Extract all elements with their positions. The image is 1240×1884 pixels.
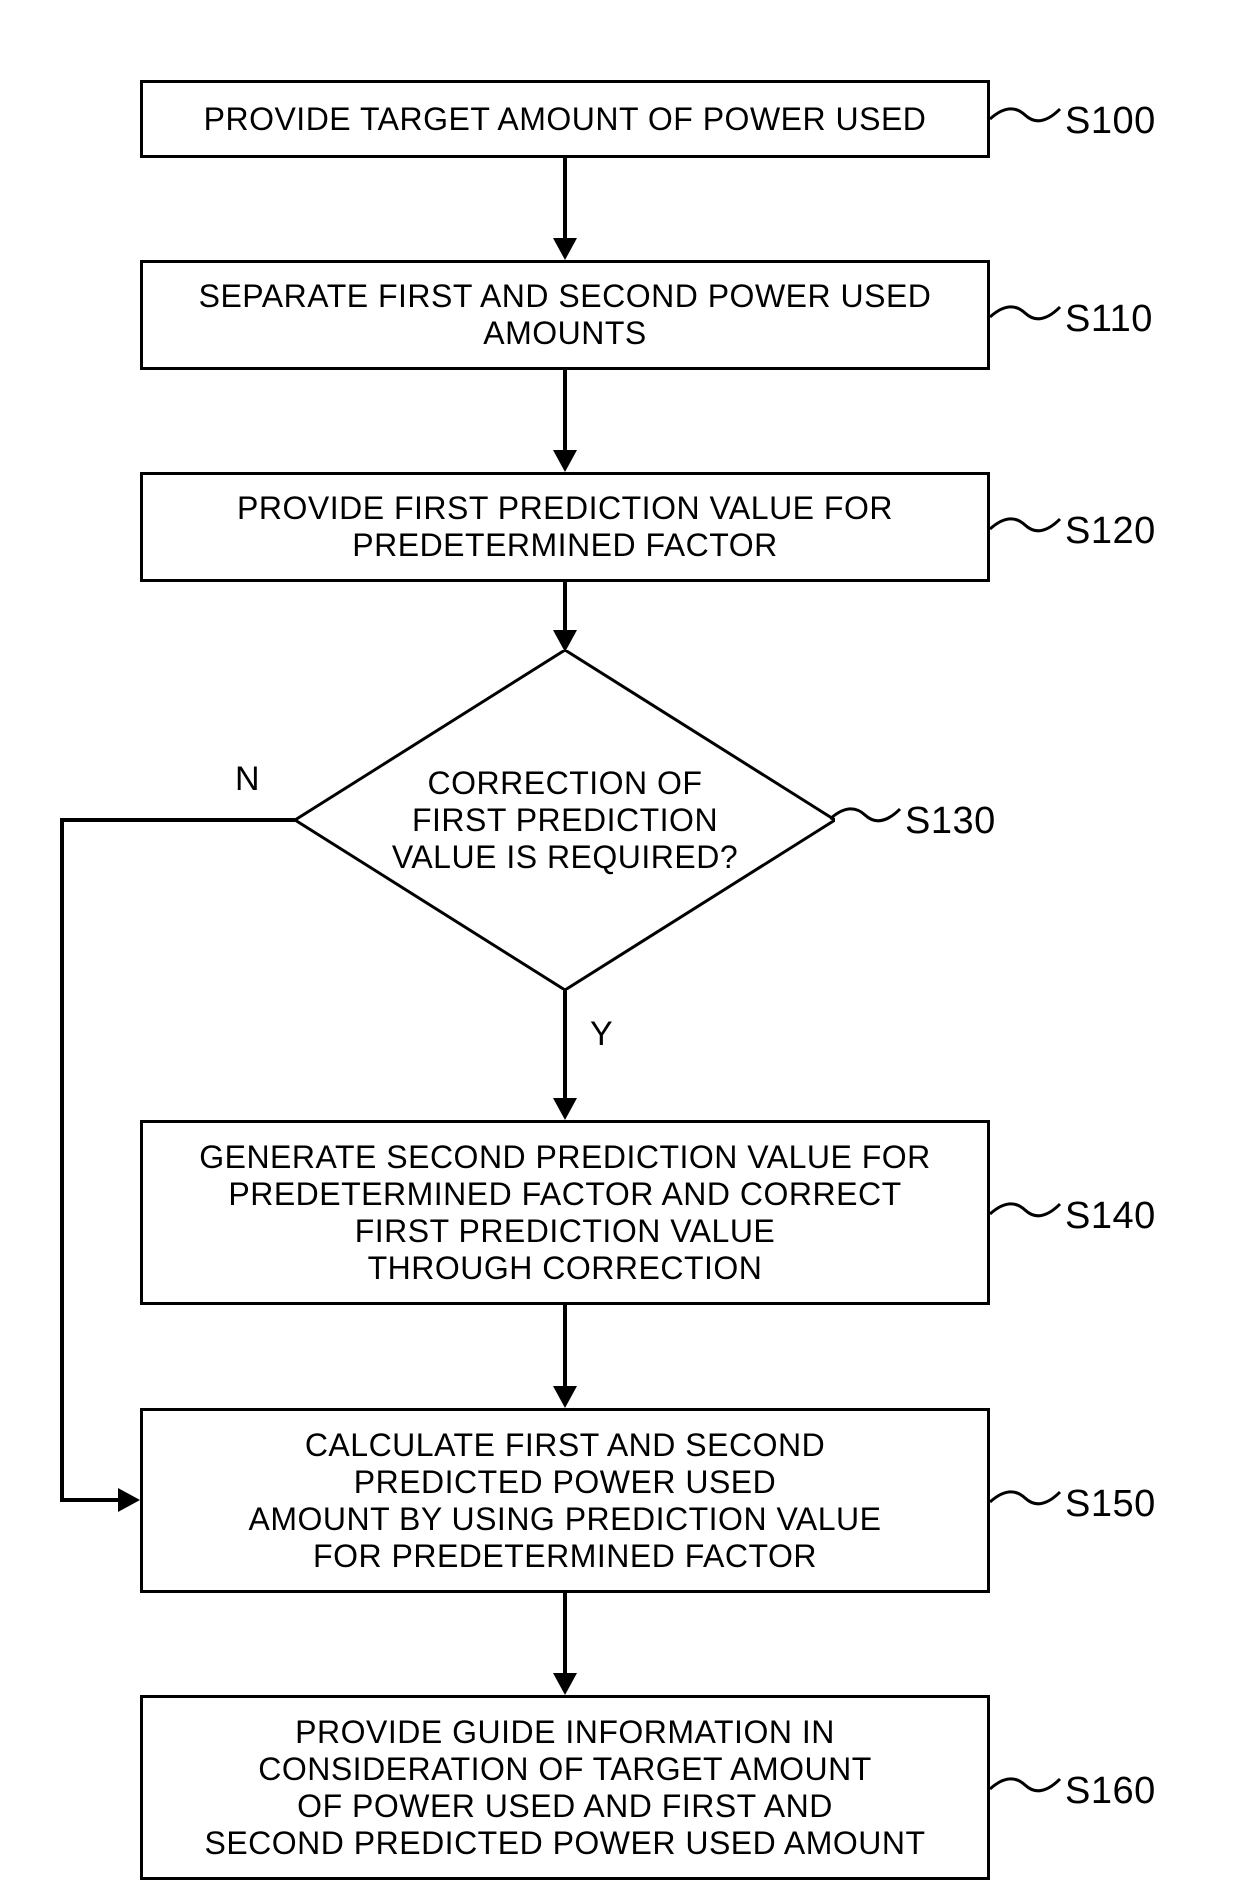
connector-squiggle: [990, 505, 1065, 555]
arrowhead: [553, 1386, 577, 1408]
process-box-s140: GENERATE SECOND PREDICTION VALUE FOR PRE…: [140, 1120, 990, 1305]
step-label-s150: S150: [1065, 1483, 1156, 1526]
box-text: GENERATE SECOND PREDICTION VALUE FOR PRE…: [199, 1139, 931, 1287]
process-box-s160: PROVIDE GUIDE INFORMATION IN CONSIDERATI…: [140, 1695, 990, 1880]
flowchart-canvas: PROVIDE TARGET AMOUNT OF POWER USED S100…: [0, 0, 1240, 1884]
branch-label-n: N: [235, 760, 260, 799]
step-label-s130: S130: [905, 800, 996, 843]
connector-squiggle: [830, 795, 905, 845]
step-label-s160: S160: [1065, 1770, 1156, 1813]
box-text: CALCULATE FIRST AND SECOND PREDICTED POW…: [249, 1427, 882, 1575]
step-label-s120: S120: [1065, 510, 1156, 553]
connector-squiggle: [990, 293, 1065, 343]
step-label-s140: S140: [1065, 1195, 1156, 1238]
box-text: SEPARATE FIRST AND SECOND POWER USED AMO…: [199, 278, 932, 352]
arrowhead: [553, 1673, 577, 1695]
arrowhead: [118, 1488, 140, 1512]
arrow-line: [60, 1498, 122, 1502]
arrow-line: [563, 370, 567, 452]
diamond-text: CORRECTION OF FIRST PREDICTION VALUE IS …: [392, 765, 738, 876]
process-box-s150: CALCULATE FIRST AND SECOND PREDICTED POW…: [140, 1408, 990, 1593]
connector-squiggle: [990, 1190, 1065, 1240]
process-box-s120: PROVIDE FIRST PREDICTION VALUE FOR PREDE…: [140, 472, 990, 582]
connector-squiggle: [990, 1765, 1065, 1815]
branch-label-y: Y: [590, 1015, 613, 1054]
box-text: PROVIDE TARGET AMOUNT OF POWER USED: [204, 101, 927, 138]
connector-squiggle: [990, 95, 1065, 145]
arrowhead: [553, 238, 577, 260]
decision-diamond-s130: CORRECTION OF FIRST PREDICTION VALUE IS …: [295, 650, 835, 990]
arrow-line: [60, 818, 295, 822]
arrow-line: [563, 582, 567, 632]
arrow-line: [563, 158, 567, 240]
step-label-s110: S110: [1065, 298, 1153, 341]
arrowhead: [553, 630, 577, 652]
step-label-s100: S100: [1065, 100, 1156, 143]
box-text: PROVIDE GUIDE INFORMATION IN CONSIDERATI…: [204, 1714, 925, 1862]
arrow-line: [60, 818, 64, 1500]
box-text: PROVIDE FIRST PREDICTION VALUE FOR PREDE…: [237, 490, 893, 564]
arrow-line: [563, 1305, 567, 1387]
arrowhead: [553, 1098, 577, 1120]
arrow-line: [563, 1593, 567, 1675]
process-box-s110: SEPARATE FIRST AND SECOND POWER USED AMO…: [140, 260, 990, 370]
connector-squiggle: [990, 1478, 1065, 1528]
arrowhead: [553, 450, 577, 472]
arrow-line: [563, 990, 567, 1100]
process-box-s100: PROVIDE TARGET AMOUNT OF POWER USED: [140, 80, 990, 158]
